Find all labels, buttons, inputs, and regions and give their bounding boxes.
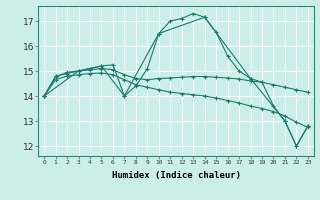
- X-axis label: Humidex (Indice chaleur): Humidex (Indice chaleur): [111, 171, 241, 180]
